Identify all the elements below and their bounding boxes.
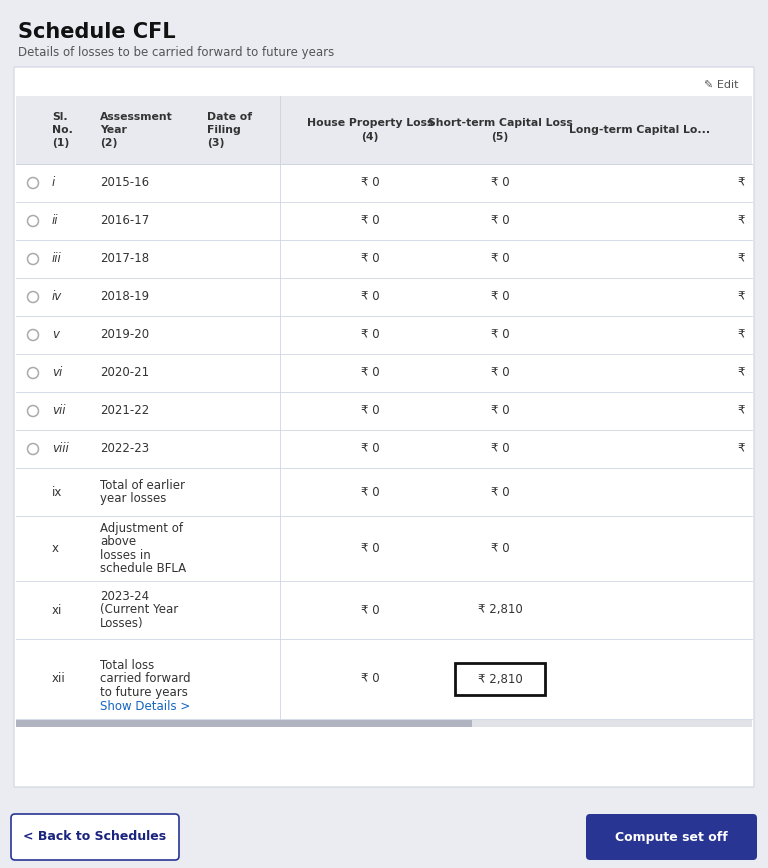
FancyBboxPatch shape xyxy=(11,814,179,860)
Text: vi: vi xyxy=(52,366,62,379)
Text: ₹ 2,810: ₹ 2,810 xyxy=(478,673,522,686)
Text: ₹ 0: ₹ 0 xyxy=(361,443,379,456)
Bar xyxy=(455,663,545,695)
Text: vii: vii xyxy=(52,404,65,418)
Bar xyxy=(16,316,752,354)
Bar xyxy=(16,354,752,392)
Text: ₹ 0: ₹ 0 xyxy=(361,291,379,304)
Text: ₹: ₹ xyxy=(737,404,745,418)
Bar xyxy=(16,516,752,581)
Text: ₹ 0: ₹ 0 xyxy=(491,485,509,498)
Text: iv: iv xyxy=(52,291,62,304)
Text: ₹ 2,810: ₹ 2,810 xyxy=(478,603,522,616)
Text: Sl.
No.
(1): Sl. No. (1) xyxy=(52,112,73,148)
Text: ₹ 0: ₹ 0 xyxy=(361,214,379,227)
Text: ₹: ₹ xyxy=(737,328,745,341)
Text: ₹ 0: ₹ 0 xyxy=(361,176,379,189)
Bar xyxy=(16,96,752,164)
Text: to future years: to future years xyxy=(100,686,188,699)
Text: above: above xyxy=(100,536,136,549)
Text: i: i xyxy=(52,176,55,189)
Text: ₹ 0: ₹ 0 xyxy=(491,542,509,555)
Text: 2015-16: 2015-16 xyxy=(100,176,149,189)
Text: ₹: ₹ xyxy=(737,443,745,456)
Text: ₹: ₹ xyxy=(737,253,745,266)
Bar xyxy=(16,278,752,316)
Text: ₹ 0: ₹ 0 xyxy=(361,673,379,686)
Text: ix: ix xyxy=(52,485,62,498)
Text: losses in: losses in xyxy=(100,549,151,562)
Text: ₹: ₹ xyxy=(737,291,745,304)
Text: ii: ii xyxy=(52,214,58,227)
Text: xi: xi xyxy=(52,603,62,616)
Text: ₹: ₹ xyxy=(737,176,745,189)
Bar xyxy=(16,392,752,430)
Text: Schedule CFL: Schedule CFL xyxy=(18,22,176,42)
Text: House Property Loss
(4): House Property Loss (4) xyxy=(306,118,433,142)
Text: ₹ 0: ₹ 0 xyxy=(361,253,379,266)
Text: ₹ 0: ₹ 0 xyxy=(491,328,509,341)
Bar xyxy=(16,720,472,727)
Text: Total loss: Total loss xyxy=(100,659,154,672)
Bar xyxy=(16,639,752,719)
Text: 2018-19: 2018-19 xyxy=(100,291,149,304)
Text: Short-term Capital Loss
(5): Short-term Capital Loss (5) xyxy=(428,118,572,142)
Text: < Back to Schedules: < Back to Schedules xyxy=(24,831,167,844)
Text: 2022-23: 2022-23 xyxy=(100,443,149,456)
FancyBboxPatch shape xyxy=(14,67,754,787)
Text: ₹ 0: ₹ 0 xyxy=(491,253,509,266)
Bar xyxy=(16,468,752,516)
Text: ₹ 0: ₹ 0 xyxy=(491,404,509,418)
Text: Adjustment of: Adjustment of xyxy=(100,522,183,535)
Text: ₹ 0: ₹ 0 xyxy=(491,214,509,227)
Text: (Current Year: (Current Year xyxy=(100,603,178,616)
Bar xyxy=(16,430,752,468)
Bar xyxy=(16,164,752,202)
Text: ₹ 0: ₹ 0 xyxy=(361,404,379,418)
Text: 2016-17: 2016-17 xyxy=(100,214,149,227)
Text: 2019-20: 2019-20 xyxy=(100,328,149,341)
Text: Show Details >: Show Details > xyxy=(100,700,190,713)
Text: Details of losses to be carried forward to future years: Details of losses to be carried forward … xyxy=(18,46,334,59)
Text: ₹ 0: ₹ 0 xyxy=(361,328,379,341)
Text: ₹ 0: ₹ 0 xyxy=(361,603,379,616)
Text: ₹ 0: ₹ 0 xyxy=(491,291,509,304)
FancyBboxPatch shape xyxy=(586,814,757,860)
Text: 2021-22: 2021-22 xyxy=(100,404,149,418)
Text: 2023-24: 2023-24 xyxy=(100,590,149,603)
Text: ₹ 0: ₹ 0 xyxy=(491,443,509,456)
Text: Assessment
Year
(2): Assessment Year (2) xyxy=(100,112,173,148)
Text: Losses): Losses) xyxy=(100,617,144,630)
Text: ₹: ₹ xyxy=(737,214,745,227)
Text: year losses: year losses xyxy=(100,492,167,505)
Text: 2017-18: 2017-18 xyxy=(100,253,149,266)
Text: ₹ 0: ₹ 0 xyxy=(361,366,379,379)
Text: ₹: ₹ xyxy=(737,366,745,379)
Text: ₹ 0: ₹ 0 xyxy=(491,176,509,189)
Text: ₹ 0: ₹ 0 xyxy=(361,485,379,498)
Text: schedule BFLA: schedule BFLA xyxy=(100,562,186,575)
Text: v: v xyxy=(52,328,59,341)
Text: 2020-21: 2020-21 xyxy=(100,366,149,379)
Text: Long-term Capital Lo...: Long-term Capital Lo... xyxy=(569,125,710,135)
Text: ₹ 0: ₹ 0 xyxy=(361,542,379,555)
Bar xyxy=(16,240,752,278)
Text: Compute set off: Compute set off xyxy=(614,831,727,844)
Bar xyxy=(16,581,752,639)
Text: ₹ 0: ₹ 0 xyxy=(491,366,509,379)
Text: ✎ Edit: ✎ Edit xyxy=(704,80,739,90)
Text: iii: iii xyxy=(52,253,61,266)
Bar xyxy=(16,720,752,727)
Text: Total of earlier: Total of earlier xyxy=(100,479,185,492)
Text: xii: xii xyxy=(52,673,66,686)
Text: carried forward: carried forward xyxy=(100,673,190,686)
Text: Date of
Filing
(3): Date of Filing (3) xyxy=(207,112,252,148)
Bar xyxy=(16,202,752,240)
Text: viii: viii xyxy=(52,443,69,456)
Text: x: x xyxy=(52,542,59,555)
